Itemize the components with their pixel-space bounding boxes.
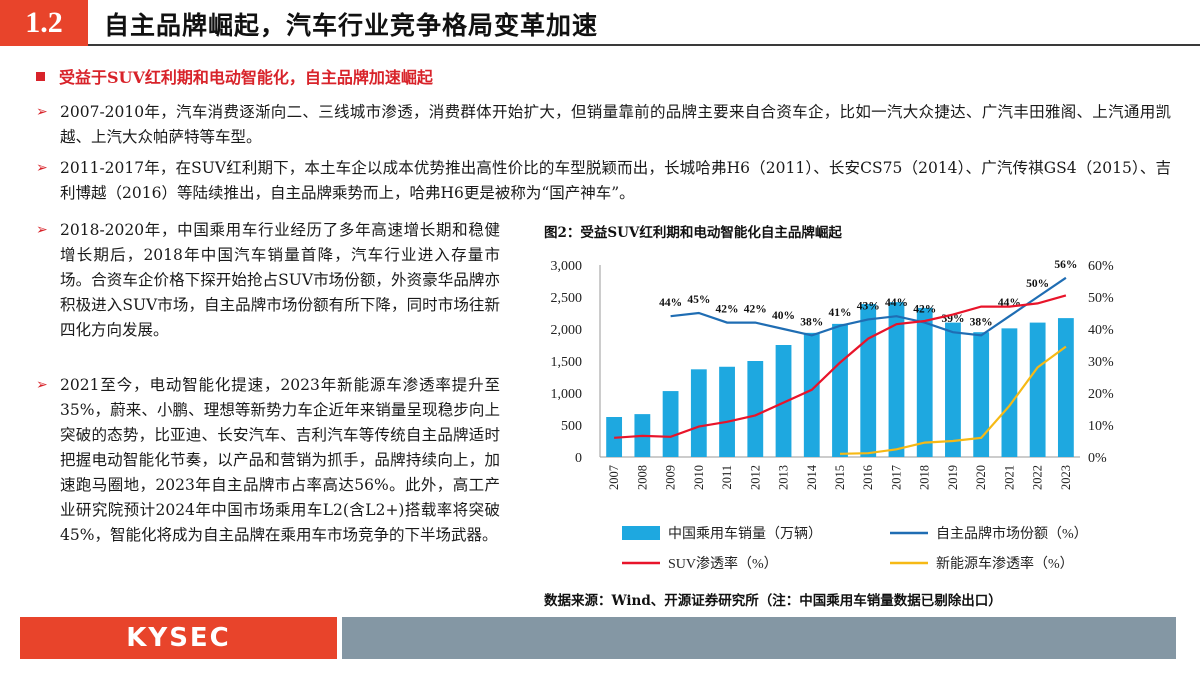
- x-tick-label: 2011: [720, 465, 734, 490]
- y-tick-label-left: 2,500: [551, 291, 583, 306]
- legend-label: 中国乘用车销量（万辆）: [668, 525, 822, 542]
- data-label: 45%: [687, 294, 710, 306]
- bullet-2021-now: ➢ 2021至今，电动智能化提速，2023年新能源车渗透率提升至35%，蔚来、小…: [36, 373, 500, 548]
- bar: [1057, 318, 1074, 457]
- bar: [1029, 322, 1046, 457]
- bullet-text: 2021至今，电动智能化提速，2023年新能源车渗透率提升至35%，蔚来、小鹏、…: [60, 376, 500, 544]
- subhead: 受益于SUV红利期和电动智能化，自主品牌加速崛起: [36, 64, 433, 88]
- series-line: [614, 294, 1067, 439]
- bar: [1001, 328, 1018, 457]
- x-tick-label: 2019: [946, 465, 960, 490]
- bar: [775, 345, 792, 457]
- bar: [803, 332, 820, 457]
- y-tick-label-right: 10%: [1088, 419, 1114, 434]
- x-tick-label: 2020: [974, 465, 988, 490]
- x-tick-label: 2022: [1031, 465, 1045, 490]
- header-rule: [88, 44, 1200, 46]
- data-label: 44%: [885, 297, 908, 309]
- subhead-text: 受益于SUV红利期和电动智能化，自主品牌加速崛起: [59, 68, 433, 87]
- bullet-2018-2020: ➢ 2018-2020年，中国乘用车行业经历了多年高速增长期和稳健增长期后，20…: [36, 218, 500, 343]
- data-label: 50%: [1026, 278, 1049, 290]
- x-tick-label: 2009: [664, 465, 678, 490]
- x-tick-label: 2016: [861, 465, 875, 490]
- data-label: 42%: [744, 304, 767, 316]
- y-tick-label-left: 500: [561, 419, 582, 434]
- data-label: 42%: [716, 304, 739, 316]
- figure-title: 图2：受益SUV红利期和电动智能化自主品牌崛起: [544, 225, 842, 241]
- bar: [945, 322, 961, 457]
- arrow-bullet-icon: ➢: [36, 104, 48, 120]
- section-number: 1.2: [0, 0, 88, 46]
- bar: [662, 391, 679, 457]
- square-bullet-icon: [36, 71, 45, 81]
- x-tick-label: 2017: [889, 465, 903, 490]
- bar: [832, 323, 848, 457]
- legend-swatch: [622, 526, 660, 540]
- data-label: 41%: [829, 307, 852, 319]
- y-tick-label-right: 0%: [1088, 451, 1107, 466]
- footer-bar: [342, 617, 1176, 659]
- arrow-bullet-icon: ➢: [36, 222, 48, 238]
- bar: [747, 361, 764, 457]
- series-line: [839, 345, 1067, 455]
- series-line: [670, 276, 1067, 337]
- x-tick-label: 2010: [692, 465, 706, 490]
- y-tick-label-right: 20%: [1088, 387, 1114, 402]
- bar: [860, 304, 877, 457]
- bar: [973, 332, 990, 457]
- x-tick-label: 2012: [748, 465, 762, 490]
- kysec-logo: KYSEC: [20, 617, 337, 659]
- y-tick-label-right: 30%: [1088, 355, 1114, 370]
- bar: [719, 366, 735, 457]
- bar: [888, 302, 905, 457]
- arrow-bullet-icon: ➢: [36, 160, 48, 176]
- combo-chart: 0 500 1,000 1,500 2,000 2,500 3,000 0% 10% 20% 30%…: [551, 259, 1115, 572]
- y-tick-label-left: 3,000: [551, 259, 583, 274]
- y-tick-label-right: 40%: [1088, 323, 1114, 338]
- y-tick-label-left: 0: [575, 451, 582, 466]
- data-label: 40%: [772, 310, 795, 322]
- bullet-text: 2007-2010年，汽车消费逐渐向二、三线城市渗透，消费群体开始扩大，但销量靠…: [60, 103, 1171, 146]
- data-label: 38%: [970, 316, 993, 328]
- data-label: 43%: [857, 300, 880, 312]
- legend-label: SUV渗透率（%）: [668, 555, 778, 572]
- bullet-text: 2011-2017年，在SUV红利期下，本土车企以成本优势推出高性价比的车型脱颖…: [60, 159, 1171, 202]
- data-label: 56%: [1054, 259, 1077, 271]
- legend-label: 自主品牌市场份额（%）: [936, 525, 1088, 542]
- page-title: 自主品牌崛起，汽车行业竞争格局变革加速: [104, 11, 599, 40]
- x-tick-label: 2014: [805, 464, 819, 490]
- y-tick-label-left: 2,000: [551, 323, 583, 338]
- x-tick-label: 2023: [1059, 465, 1073, 490]
- x-tick-label: 2015: [833, 465, 847, 490]
- figure-source: 数据来源：Wind、开源证券研究所（注：中国乘用车销量数据已剔除出口）: [544, 593, 1002, 609]
- y-tick-label-left: 1,000: [551, 387, 583, 402]
- bullet-2007-2010: ➢ 2007-2010年，汽车消费逐渐向二、三线城市渗透，消费群体开始扩大，但销…: [36, 100, 1171, 150]
- bar: [690, 369, 707, 457]
- data-label: 44%: [659, 297, 682, 309]
- header: 1.2 自主品牌崛起，汽车行业竞争格局变革加速: [0, 0, 1200, 46]
- x-tick-label: 2018: [918, 465, 932, 490]
- data-label: 42%: [913, 304, 936, 316]
- y-tick-label-left: 1,500: [551, 355, 583, 370]
- bullet-text: 2018-2020年，中国乘用车行业经历了多年高速增长期和稳健增长期后，2018…: [60, 221, 500, 339]
- bullet-2011-2017: ➢ 2011-2017年，在SUV红利期下，本土车企以成本优势推出高性价比的车型…: [36, 156, 1171, 206]
- x-tick-label: 2008: [635, 465, 649, 490]
- bar: [916, 307, 933, 457]
- x-tick-label: 2021: [1002, 465, 1016, 490]
- y-tick-label-right: 50%: [1088, 291, 1114, 306]
- arrow-bullet-icon: ➢: [36, 377, 48, 393]
- x-tick-label: 2007: [607, 465, 621, 490]
- y-tick-label-right: 60%: [1088, 259, 1114, 274]
- data-label: 38%: [800, 316, 823, 328]
- x-tick-label: 2013: [777, 465, 791, 490]
- legend-label: 新能源车渗透率（%）: [936, 555, 1074, 572]
